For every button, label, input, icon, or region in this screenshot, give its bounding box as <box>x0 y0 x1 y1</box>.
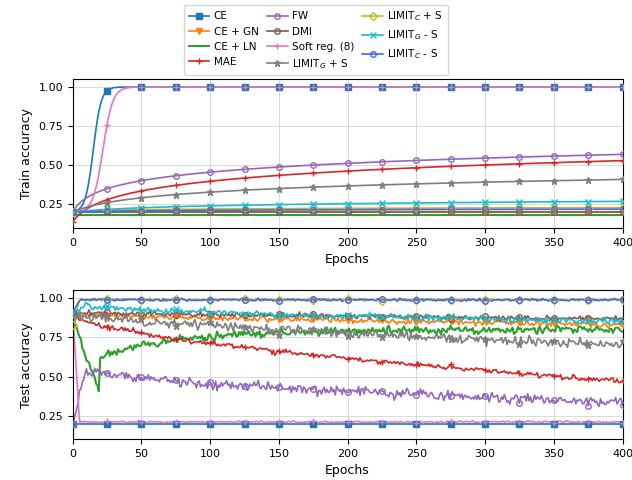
Legend: CE, CE + GN, CE + LN, MAE, FW, DMI, Soft reg. (8), LIMIT$_G$ + S, LIMIT$_C$ + S,: CE, CE + GN, CE + LN, MAE, FW, DMI, Soft… <box>185 5 447 75</box>
X-axis label: Epochs: Epochs <box>325 465 370 478</box>
Y-axis label: Train accuracy: Train accuracy <box>20 108 33 199</box>
Y-axis label: Test accuracy: Test accuracy <box>20 322 33 408</box>
X-axis label: Epochs: Epochs <box>325 253 370 266</box>
